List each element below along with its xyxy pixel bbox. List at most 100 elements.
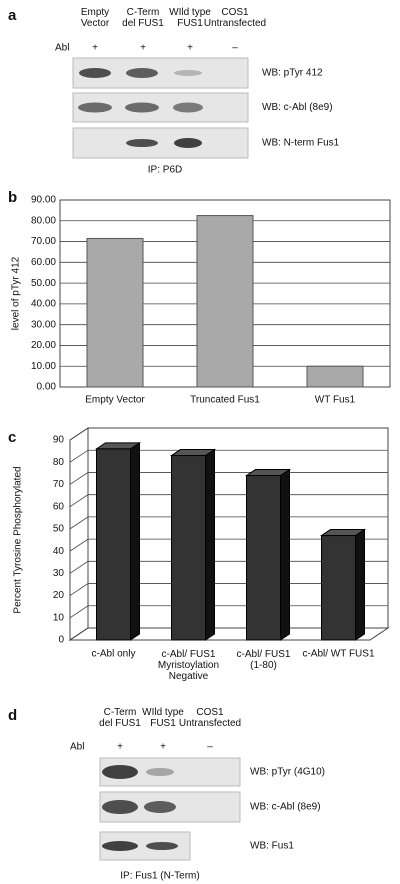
y-tick-label: 20.00: [31, 340, 56, 351]
lane-header: WIld type FUS1: [142, 707, 184, 729]
blot-label: WB: c-Abl (8e9): [262, 102, 333, 113]
lane-header: COS1 Untransfected: [179, 707, 241, 729]
x-tick-label-line: c-Abl/ FUS1: [162, 649, 216, 660]
band: [78, 102, 112, 113]
y-tick-label: 60.00: [31, 257, 56, 268]
x-tick-label: WT Fus1: [315, 395, 356, 406]
y-axis-label: Percent Tyrosine Phosphorylated: [13, 466, 24, 613]
bar: [196, 215, 254, 388]
lane-header: C-Term del FUS1: [99, 707, 141, 729]
ip-label: IP: P6D: [148, 165, 182, 176]
x-tick-label: c-Abl/ WT FUS1: [302, 649, 374, 660]
x-tick-label: Truncated Fus1: [190, 395, 260, 406]
lane-header-line: FUS1: [177, 18, 203, 29]
bar-side: [355, 528, 365, 641]
y-tick-label: 90: [53, 435, 65, 446]
y-tick-label: 70: [53, 479, 65, 490]
lane-sign: +: [117, 742, 123, 753]
lane-header-line: C-Term: [104, 707, 137, 718]
row-label: Abl: [55, 43, 69, 54]
lane-header: C-Term del FUS1: [122, 7, 164, 29]
y-tick-label: 30: [53, 568, 65, 579]
band: [79, 68, 111, 78]
x-tick-label-line: (1-80): [250, 660, 277, 671]
bar-side: [280, 468, 290, 641]
band: [173, 102, 203, 113]
bar-side: [205, 448, 215, 641]
lane-header-line: Empty: [81, 7, 109, 18]
lane-header-line: FUS1: [150, 718, 176, 729]
lane-header-line: Untransfected: [179, 718, 241, 729]
lane-sign: –: [207, 742, 213, 753]
bar: [94, 441, 142, 641]
blot-label: WB: N-term Fus1: [262, 138, 340, 149]
y-tick-label: 50.00: [31, 278, 56, 289]
bar-side: [130, 441, 140, 641]
lane-header-line: C-Term: [127, 7, 160, 18]
bar: [86, 237, 144, 388]
bar: [169, 448, 217, 641]
band: [174, 138, 202, 148]
y-tick-label: 80: [53, 457, 65, 468]
row-label: Abl: [70, 742, 84, 753]
ip-label: IP: Fus1 (N-Term): [120, 871, 199, 882]
y-tick-label: 60: [53, 501, 65, 512]
grid-line: [69, 427, 388, 441]
lane-header-line: Untransfected: [204, 18, 266, 29]
panel-label: d: [8, 707, 17, 724]
bar: [244, 468, 292, 641]
band: [125, 102, 159, 113]
y-tick-label: 30.00: [31, 319, 56, 330]
lane-header: Empty Vector: [81, 7, 110, 29]
lane-header-line: del FUS1: [122, 18, 164, 29]
x-tick-label: c-Abl only: [92, 649, 136, 660]
band: [126, 68, 158, 78]
grid-line: [69, 449, 388, 463]
lane-header-line: Vector: [81, 18, 110, 29]
blot: [72, 127, 249, 159]
lane-sign: +: [187, 43, 193, 54]
band: [102, 800, 138, 814]
y-tick-label: 80.00: [31, 215, 56, 226]
lane-header-line: del FUS1: [99, 718, 141, 729]
x-tick-label: c-Abl/ FUS1 Myristoylation Negative: [158, 649, 219, 682]
y-tick-label: 40.00: [31, 299, 56, 310]
lane-header-line: COS1: [221, 7, 249, 18]
band: [174, 70, 202, 76]
band: [144, 801, 176, 813]
band: [146, 842, 178, 850]
x-tick-label-line: Negative: [169, 671, 209, 682]
lane-header-line: COS1: [196, 707, 224, 718]
y-tick-label: 40: [53, 546, 65, 557]
y-tick-label: 50: [53, 524, 65, 535]
lane-header-line: WIld type: [142, 707, 184, 718]
lane-header-line: WIld type: [169, 7, 211, 18]
lane-header: COS1 Untransfected: [204, 7, 266, 29]
y-tick-label: 70.00: [31, 236, 56, 247]
blot-label: WB: pTyr 412: [262, 68, 323, 79]
y-tick-label: 20: [53, 590, 65, 601]
x-tick-label-line: Myristoylation: [158, 660, 219, 671]
y-tick-label: 10: [53, 612, 65, 623]
bar-front: [96, 448, 131, 641]
y-tick-label: 0.00: [37, 382, 57, 393]
lane-sign: +: [92, 43, 98, 54]
lane-sign: +: [140, 43, 146, 54]
panel-label: b: [8, 189, 17, 206]
lane-sign: +: [160, 742, 166, 753]
band: [102, 765, 138, 779]
band: [126, 139, 158, 147]
y-tick-label: 10.00: [31, 361, 56, 372]
bar-front: [321, 535, 356, 641]
blot-label: WB: c-Abl (8e9): [250, 802, 321, 813]
blot-label: WB: pTyr (4G10): [250, 767, 325, 778]
band: [146, 768, 174, 776]
bar-front: [171, 455, 206, 641]
y-axis-label: level of pTyr 412: [11, 256, 22, 330]
panel-label: a: [8, 7, 17, 24]
lane-sign: –: [232, 43, 238, 54]
x-tick-label: c-Abl/ FUS1 (1-80): [237, 649, 291, 671]
band: [102, 841, 138, 851]
y-tick-label: 0: [58, 635, 64, 646]
